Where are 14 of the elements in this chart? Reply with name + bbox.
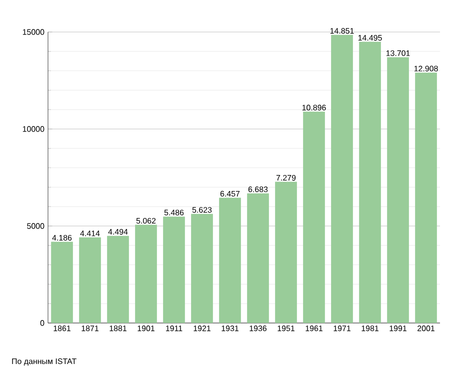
bar: [275, 182, 297, 323]
bar: [135, 224, 157, 323]
bar: [163, 216, 185, 323]
bar: [51, 242, 73, 323]
bar: [247, 193, 269, 323]
bar: [387, 57, 409, 323]
bar: [415, 72, 437, 323]
bar: [331, 34, 353, 323]
bar: [79, 237, 101, 323]
bar: [219, 198, 241, 323]
bar: [359, 42, 381, 323]
bar: [107, 236, 129, 323]
bar: [191, 214, 213, 323]
bar: [303, 112, 325, 323]
